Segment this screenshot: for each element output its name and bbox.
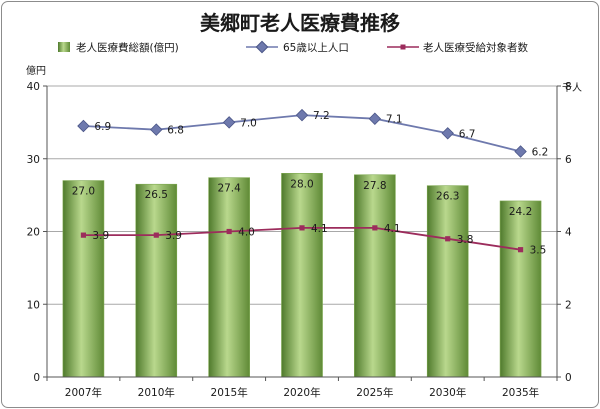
legend: 老人医療費総額(億円) 65歳以上人口 老人医療受給対象者数 [58, 40, 528, 54]
recipients-value-label: 3.5 [530, 245, 547, 257]
point-marker [295, 108, 309, 122]
population-value-label: 7.0 [240, 117, 257, 129]
bar [281, 173, 323, 378]
population-value-label: 6.7 [459, 128, 476, 140]
point-marker [153, 232, 159, 238]
x-tick-label: 2025年 [356, 386, 393, 399]
recipients-value-label: 4.1 [384, 223, 401, 235]
bars [62, 173, 542, 378]
recipients-value-label: 4.1 [311, 223, 328, 235]
bar-value-label: 27.0 [72, 186, 95, 198]
legend-label-recipients: 老人医療受給対象者数 [423, 41, 528, 54]
x-tick-label: 2015年 [211, 386, 248, 399]
left-tick-label: 30 [27, 154, 40, 166]
point-marker [226, 228, 232, 235]
left-axis-unit: 億円 [26, 64, 46, 77]
x-tick-label: 2035年 [502, 386, 539, 399]
point-marker [514, 145, 527, 158]
point-marker [445, 236, 451, 242]
legend-swatch-bar [58, 42, 70, 52]
chart-title: 美郷町老人医療費推移 [200, 11, 400, 35]
bar-value-label: 24.2 [509, 206, 532, 218]
lines [77, 108, 527, 253]
data-labels: 27.0 26.5 27.4 28.0 27.8 26.3 24.2 6.9 6.8 7.0 7.2… [72, 110, 549, 257]
right-tick-label: 8 [565, 81, 572, 93]
left-tick-label: 0 [33, 372, 40, 384]
point-marker [372, 225, 378, 231]
point-marker [368, 112, 382, 125]
bar-value-label: 27.8 [363, 180, 386, 192]
left-tick-label: 10 [27, 299, 40, 311]
left-tick-label: 40 [27, 81, 40, 93]
point-marker [77, 119, 90, 133]
x-tick-label: 2020年 [283, 386, 320, 399]
right-tick-label: 0 [565, 372, 572, 384]
x-tick-label: 2030年 [429, 386, 466, 399]
population-value-label: 7.1 [386, 114, 403, 126]
point-marker [222, 116, 236, 129]
recipients-value-label: 4.0 [238, 227, 255, 239]
legend-marker-population [255, 40, 269, 54]
legend-label-population: 65歳以上人口 [283, 42, 349, 54]
bar-value-label: 26.5 [145, 189, 168, 201]
recipients-value-label: 3.9 [165, 230, 182, 242]
bar-value-label: 28.0 [290, 178, 313, 190]
population-value-label: 6.8 [167, 125, 184, 137]
bar [135, 183, 178, 378]
bar [208, 177, 250, 378]
right-axis-unit: 千人 [562, 82, 582, 94]
point-marker [299, 225, 305, 231]
bar [62, 180, 105, 378]
legend-marker-recipients [400, 44, 406, 50]
right-tick-label: 4 [565, 227, 572, 239]
point-marker [150, 123, 163, 136]
population-value-label: 7.2 [313, 110, 330, 122]
point-marker [441, 127, 454, 140]
bar [499, 200, 542, 378]
recipients-value-label: 3.9 [92, 230, 109, 242]
bar [426, 185, 469, 378]
recipients-value-label: 3.8 [457, 234, 474, 246]
right-tick-label: 6 [565, 154, 572, 166]
point-marker [517, 247, 524, 253]
bar [354, 174, 396, 378]
left-tick-label: 20 [27, 227, 40, 239]
legend-label-bar: 老人医療費総額(億円) [76, 41, 179, 54]
population-value-label: 6.9 [94, 121, 111, 133]
right-tick-label: 2 [565, 299, 572, 311]
axes: 0 10 20 30 40 0 2 4 6 8 2007年 2010年 2015年 2020年 2025年 2… [27, 81, 572, 399]
bar-value-label: 27.4 [217, 183, 241, 195]
population-value-label: 6.2 [532, 146, 549, 158]
x-tick-label: 2007年 [65, 386, 102, 399]
bar-value-label: 26.3 [436, 191, 459, 203]
x-tick-label: 2010年 [138, 386, 175, 399]
point-marker [80, 232, 87, 238]
